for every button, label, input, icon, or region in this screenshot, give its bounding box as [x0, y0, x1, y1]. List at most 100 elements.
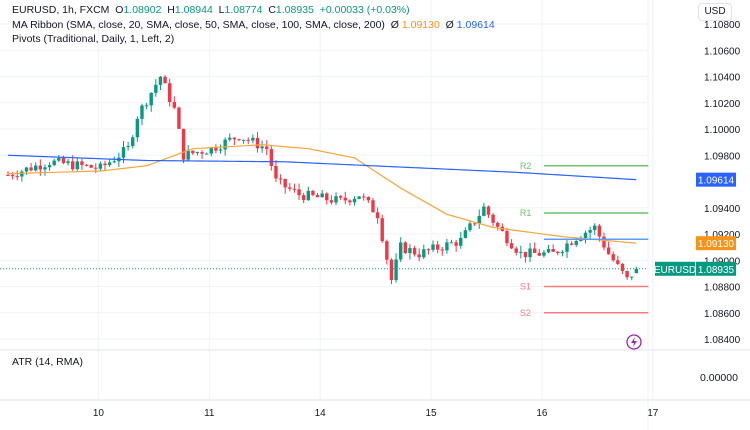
candle-body — [352, 198, 357, 203]
candle-body — [232, 137, 237, 140]
close-label: C — [268, 4, 276, 16]
candle — [181, 128, 186, 164]
candle-body — [61, 157, 66, 164]
candle — [288, 183, 292, 192]
candle-body — [606, 247, 611, 255]
candle — [80, 158, 84, 170]
candle-body — [214, 147, 218, 151]
candle-body — [445, 242, 449, 251]
candle — [195, 151, 200, 156]
candle-body — [186, 150, 190, 160]
candle-body — [371, 200, 375, 213]
candle-body — [297, 189, 301, 196]
candle — [482, 203, 486, 217]
candle-body — [348, 200, 352, 203]
candle — [15, 170, 19, 181]
candle-body — [121, 147, 126, 158]
candle — [537, 248, 541, 257]
candle — [306, 186, 310, 202]
candle-body — [412, 248, 417, 255]
candle — [486, 205, 491, 218]
candle — [168, 78, 172, 107]
y-tick-label: 1.08800 — [704, 283, 741, 294]
candle — [204, 152, 209, 155]
candle-body — [172, 102, 177, 108]
y-tick-label: 1.10600 — [704, 46, 741, 57]
candle — [514, 246, 518, 256]
candle-body — [52, 160, 56, 166]
candle — [200, 150, 204, 159]
candle-body — [38, 165, 43, 170]
pivot-label: R1 — [520, 208, 532, 218]
candle — [297, 183, 301, 200]
candle — [140, 103, 144, 126]
candle — [103, 160, 107, 171]
candle — [477, 209, 481, 229]
candle-body — [260, 146, 264, 149]
currency-button[interactable]: USD — [698, 3, 732, 21]
pivots-legend[interactable]: Pivots (Traditional, Daily, 1, Left, 2) — [12, 33, 174, 45]
candle-body — [311, 190, 315, 195]
candle — [449, 239, 454, 244]
candle-body — [131, 137, 135, 147]
candle-body — [140, 105, 144, 119]
ma-price-label-text: 1.09130 — [698, 239, 735, 250]
candle-body — [29, 167, 33, 171]
candle-body — [528, 248, 532, 258]
y-tick-label: 1.09400 — [704, 204, 741, 215]
candle — [519, 245, 523, 259]
x-tick-label: 15 — [425, 408, 437, 419]
candle — [348, 199, 352, 206]
candle-body — [602, 236, 606, 248]
candle-body — [195, 152, 200, 154]
candle-body — [57, 157, 61, 161]
candle-body — [80, 161, 84, 165]
candle — [126, 141, 130, 151]
candle — [255, 131, 260, 153]
candle-body — [144, 105, 149, 107]
candle — [422, 244, 426, 260]
candle — [371, 197, 375, 213]
candle — [426, 248, 431, 255]
symbol-tag-text: EURUSD — [654, 265, 696, 276]
candle-body — [343, 197, 347, 201]
candle — [47, 162, 52, 171]
pivot-label: S2 — [520, 308, 531, 318]
candle — [334, 192, 338, 206]
candle — [209, 146, 213, 157]
candle-body — [468, 223, 472, 231]
close-value: 1.08935 — [275, 4, 314, 16]
candle-body — [43, 167, 47, 170]
candle — [241, 139, 246, 144]
atr-value: 0.00000 — [700, 372, 738, 384]
candle — [620, 263, 625, 274]
candle-body — [394, 259, 398, 281]
candle — [602, 232, 606, 251]
symbol-info: EURUSD, 1h, FXCM — [12, 4, 110, 16]
candle-body — [315, 194, 320, 198]
candle — [366, 196, 371, 203]
atr-legend[interactable]: ATR (14, RMA) — [12, 356, 83, 368]
candle — [228, 133, 232, 142]
candle-body — [292, 188, 297, 190]
ma-fast-line — [7, 144, 637, 244]
candle-body — [94, 167, 98, 169]
candle — [251, 134, 255, 144]
candle-body — [15, 176, 19, 178]
ma-legend[interactable]: MA Ribbon (SMA, close, 20, SMA, close, 5… — [12, 19, 495, 31]
candle — [325, 192, 329, 205]
candle — [269, 145, 274, 171]
low-value: 1.08774 — [224, 4, 263, 16]
candle — [352, 196, 357, 206]
ma-price-label-text: 1.09614 — [698, 176, 735, 187]
candle-body — [477, 215, 481, 224]
candle-body — [218, 149, 223, 151]
ma-slow-line — [7, 154, 637, 181]
candle-body — [625, 270, 629, 278]
candle — [385, 239, 389, 265]
candle-body — [362, 196, 366, 198]
ma-price-label — [696, 236, 736, 251]
candle-body — [375, 212, 380, 219]
